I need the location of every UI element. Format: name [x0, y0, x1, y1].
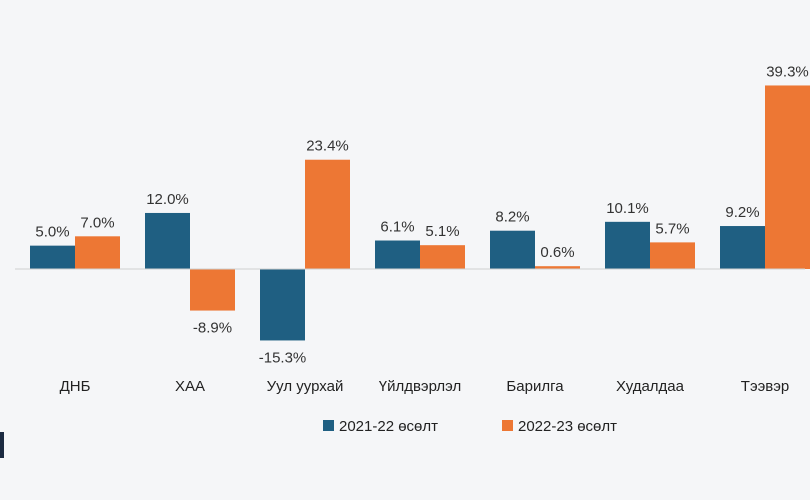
data-label-s1-7: 9.2% — [725, 204, 759, 221]
bar-s1-5 — [490, 230, 535, 269]
data-label-s1-3: -15.3% — [259, 349, 307, 366]
legend: 2021-22 өсөлт 2022-23 өсөлт — [323, 418, 617, 435]
data-label-s2-7: 39.3% — [766, 63, 809, 80]
bar-s2-2 — [190, 269, 235, 311]
bar-s1-2 — [145, 212, 190, 269]
legend-label-1: 2021-22 өсөлт — [339, 418, 438, 435]
bar-s2-7 — [765, 85, 810, 270]
bar-s1-1 — [30, 245, 75, 269]
data-label-s2-4: 5.1% — [425, 223, 459, 240]
bar-s2-5 — [535, 266, 580, 269]
category-label-2: ХАА — [175, 378, 205, 395]
bar-s1-6 — [605, 221, 650, 269]
corner-accent-mark — [0, 432, 4, 458]
data-label-s2-5: 0.6% — [540, 244, 574, 261]
category-label-1: ДНБ — [60, 378, 91, 395]
data-label-s2-2: -8.9% — [193, 320, 232, 337]
category-label-5: Барилга — [506, 378, 564, 395]
bar-s2-3 — [305, 159, 350, 269]
data-label-s1-2: 12.0% — [146, 191, 189, 208]
bar-s1-4 — [375, 240, 420, 269]
category-label-3: Уул уурхай — [267, 378, 344, 395]
category-label-4: Үйлдвэрлэл — [379, 378, 462, 395]
legend-label-2: 2022-23 өсөлт — [518, 418, 617, 435]
bar-s1-3 — [260, 269, 305, 341]
data-label-s1-4: 6.1% — [380, 219, 414, 236]
bar-s1-7 — [720, 226, 765, 269]
bar-s2-1 — [75, 236, 120, 269]
data-label-s1-5: 8.2% — [495, 209, 529, 226]
bar-s2-6 — [650, 242, 695, 269]
category-labels-group: ДНБ ХАА Уул уурхай Үйлдвэрлэл Барилга Худалда… — [60, 378, 790, 395]
bars-group — [30, 85, 810, 341]
category-label-7: Тээвэр — [741, 378, 789, 395]
data-labels-group: 5.0% 7.0% 12.0% -8.9% -15.3% 23.4% 6.1% 5.1% 8.2… — [35, 63, 808, 366]
bar-s2-4 — [420, 245, 465, 269]
data-label-s1-1: 5.0% — [35, 224, 69, 241]
data-label-s1-6: 10.1% — [606, 200, 649, 217]
data-label-s2-6: 5.7% — [655, 220, 689, 237]
category-label-6: Худалдаа — [616, 378, 685, 395]
data-label-s2-3: 23.4% — [306, 138, 349, 155]
legend-swatch-1 — [323, 420, 334, 431]
legend-swatch-2 — [502, 420, 513, 431]
data-label-s2-1: 7.0% — [80, 214, 114, 231]
